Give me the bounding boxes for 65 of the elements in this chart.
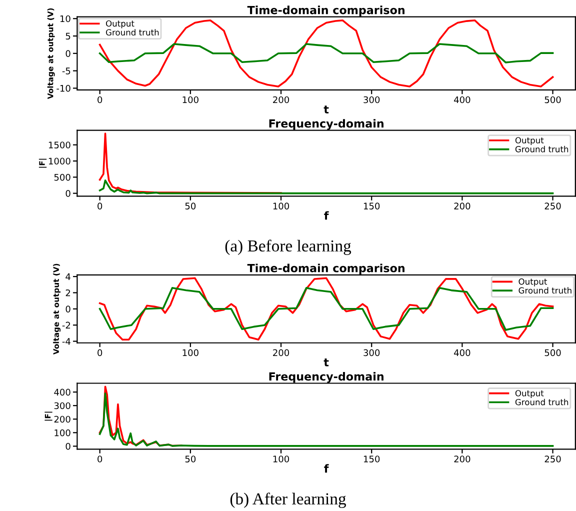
x-axis-title: t <box>324 106 329 114</box>
x-tick-label: 100 <box>273 202 290 210</box>
line-series <box>98 132 282 194</box>
line-series <box>98 19 554 88</box>
x-tick-label: 150 <box>364 202 380 210</box>
text: (b) After learning <box>230 492 346 508</box>
legend-label: Ground truth <box>515 398 568 406</box>
x-tick-label: 150 <box>364 456 380 462</box>
chart-title: Frequency-domain <box>269 372 384 383</box>
y-tick-label: 100 <box>54 429 70 436</box>
x-tick-label: 0 <box>98 456 102 462</box>
x-tick-label: 300 <box>364 96 380 104</box>
y-tick-label: 10 <box>60 15 70 22</box>
y-tick-label: 1500 <box>48 142 70 148</box>
x-tick-label: 50 <box>185 456 196 462</box>
legend-label: Output <box>518 278 548 286</box>
y-tick-label: 5 <box>66 32 70 40</box>
line-series <box>98 179 554 194</box>
y-tick-label: 500 <box>54 174 70 181</box>
x-tick-label: 0 <box>98 96 102 104</box>
y-tick-label: 0 <box>66 50 70 57</box>
chart-title: Time-domain comparison <box>247 264 404 274</box>
x-tick-label: 0 <box>98 202 102 210</box>
y-tick-label: 4 <box>66 273 70 280</box>
y-tick-label: 200 <box>54 416 70 423</box>
x-axis-title: t <box>324 358 329 366</box>
x-axis-title: f <box>324 211 329 220</box>
x-tick-label: 200 <box>454 456 470 462</box>
x-tick-label: 200 <box>454 202 470 210</box>
x-tick-label: 100 <box>182 349 198 356</box>
y-tick-label: -2 <box>62 322 70 329</box>
x-tick-label: 300 <box>364 349 380 356</box>
x-tick-label: 500 <box>544 96 561 104</box>
line-series <box>98 43 554 64</box>
x-tick-label: 100 <box>182 96 198 104</box>
y-tick-label: 1000 <box>48 158 70 165</box>
chart-title: Frequency-domain <box>269 119 384 130</box>
y-tick-label: 400 <box>54 388 70 396</box>
y-tick-label: 0 <box>66 190 70 197</box>
legend-label: Output <box>515 137 544 146</box>
x-tick-label: 400 <box>454 349 470 356</box>
y-tick-label: 0 <box>66 306 70 312</box>
x-axis-title: f <box>324 464 329 473</box>
x-tick-label: 250 <box>544 202 561 210</box>
x-tick-label: 100 <box>273 456 290 462</box>
x-tick-label: 500 <box>544 349 561 356</box>
x-tick-label: 400 <box>454 96 470 104</box>
x-tick-label: 250 <box>544 456 561 462</box>
y-tick-label: -10 <box>56 84 70 92</box>
y-tick-label: -4 <box>62 338 70 345</box>
y-tick-label: 300 <box>54 402 70 410</box>
x-tick-label: 200 <box>273 96 290 104</box>
x-tick-label: 200 <box>273 349 290 356</box>
y-tick-label: -5 <box>62 68 70 74</box>
x-tick-label: 50 <box>185 202 196 210</box>
legend-label: Ground truth <box>106 29 159 36</box>
legend-label: Ground truth <box>518 287 572 294</box>
y-tick-label: 2 <box>66 289 70 296</box>
y-tick-label: 0 <box>66 442 70 450</box>
legend-label: Ground truth <box>515 146 568 152</box>
x-tick-label: 0 <box>98 349 102 356</box>
chart-title: Time-domain comparison <box>247 6 404 16</box>
text: (a) Before learning <box>225 240 352 255</box>
legend-label: Output <box>106 20 134 28</box>
legend-label: Output <box>515 390 544 398</box>
